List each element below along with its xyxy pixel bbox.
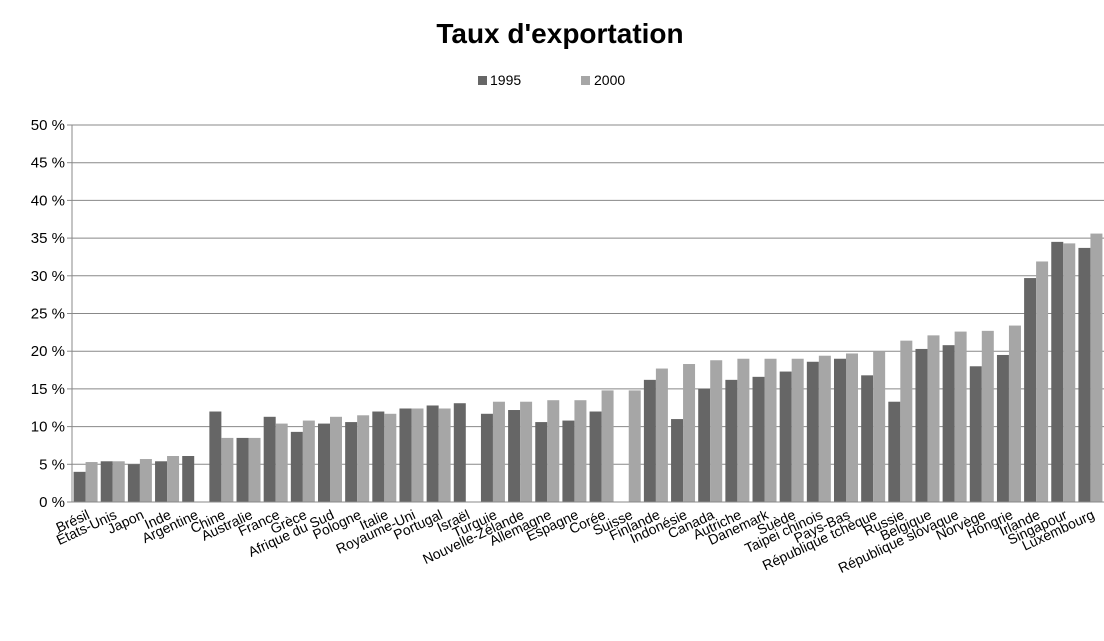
x-axis-ticks: BrésilÉtats-UnisJaponIndeArgentineChineA…	[53, 506, 1096, 576]
bar-2000	[683, 364, 696, 502]
bar-1995	[942, 345, 955, 502]
y-tick-label: 40 %	[31, 192, 65, 209]
bar-2000	[411, 408, 424, 502]
bar-2000	[275, 423, 288, 502]
bar-2000	[248, 437, 261, 502]
bar-2000	[357, 415, 370, 502]
bar-1995	[698, 388, 711, 502]
bar-1995	[182, 456, 195, 502]
bar-1995	[1024, 278, 1037, 502]
bar-1995	[752, 376, 765, 502]
bar-1995	[480, 413, 493, 502]
bar-2000	[139, 459, 152, 502]
bar-1995	[996, 354, 1009, 502]
y-tick-label: 15 %	[31, 381, 65, 398]
bar-1995	[372, 411, 385, 502]
bar-2000	[873, 351, 886, 502]
bar-1995	[453, 403, 466, 502]
bar-2000	[981, 330, 994, 502]
bar-1995	[1051, 241, 1064, 502]
gridlines	[72, 124, 1104, 465]
bar-1995	[127, 464, 140, 502]
bar-2000	[1036, 261, 1049, 502]
bar-2000	[954, 331, 967, 502]
bar-1995	[861, 375, 874, 502]
bars	[73, 233, 1103, 503]
bar-1995	[508, 410, 521, 502]
legend-swatch-1995	[478, 76, 487, 85]
bar-2000	[302, 420, 315, 502]
y-tick-label: 0 %	[39, 494, 65, 511]
y-axis-ticks: 0 % 5 % 10 % 15 % 20 % 25 % 30 % 35 % 40 % 45 % 50…	[31, 117, 72, 511]
bar-2000	[547, 400, 560, 502]
bar-1995	[562, 420, 575, 502]
bar-2000	[1063, 243, 1076, 503]
bar-1995	[589, 411, 602, 502]
bar-1995	[1078, 247, 1091, 502]
bar-1995	[725, 379, 738, 502]
bar-1995	[155, 461, 168, 502]
y-tick-label: 10 %	[31, 419, 65, 436]
y-tick-label: 45 %	[31, 155, 65, 172]
bar-1995	[834, 358, 846, 502]
legend-label-1995: 1995	[490, 72, 521, 88]
bar-1995	[888, 401, 901, 502]
y-tick-label: 25 %	[31, 306, 65, 323]
bar-2000	[818, 355, 831, 502]
bar-1995	[100, 461, 113, 502]
bar-2000	[112, 461, 125, 502]
bar-2000	[520, 401, 533, 502]
bar-2000	[655, 368, 668, 502]
bar-1995	[806, 361, 819, 502]
chart-title: Taux d'exportation	[436, 18, 683, 49]
bar-1995	[969, 366, 982, 502]
bar-2000	[764, 358, 777, 502]
y-tick-label: 30 %	[31, 268, 65, 285]
bar-2000	[927, 335, 940, 502]
bar-1995	[345, 422, 358, 502]
bar-1995	[73, 471, 86, 502]
bar-1995	[671, 419, 684, 502]
bar-2000	[710, 360, 723, 502]
bar-2000	[737, 358, 750, 502]
bar-1995	[535, 422, 548, 502]
bar-2000	[1090, 233, 1103, 503]
y-tick-label: 50 %	[31, 117, 65, 134]
bar-1995	[263, 416, 276, 502]
bar-1995	[915, 348, 928, 502]
y-tick-label: 5 %	[39, 456, 65, 473]
bar-2000	[167, 456, 180, 502]
bar-2000	[574, 400, 587, 502]
bar-2000	[384, 413, 397, 502]
bar-1995	[643, 379, 656, 502]
bar-2000	[791, 358, 804, 502]
bar-2000	[846, 353, 858, 502]
bar-1995	[290, 431, 303, 502]
bar-1995	[209, 411, 222, 502]
bar-2000	[330, 416, 342, 502]
bar-2000	[221, 437, 234, 502]
bar-1995	[399, 408, 412, 502]
legend: 1995 2000	[478, 72, 625, 88]
legend-label-2000: 2000	[594, 72, 625, 88]
bar-1995	[779, 371, 792, 502]
y-tick-label: 20 %	[31, 343, 65, 360]
bar-1995	[318, 423, 330, 502]
bar-2000	[85, 462, 98, 502]
bar-2000	[492, 401, 505, 502]
bar-2000	[1008, 325, 1021, 502]
bar-2000	[628, 390, 641, 502]
bar-2000	[601, 390, 614, 502]
legend-swatch-2000	[581, 76, 590, 85]
bar-2000	[438, 408, 451, 502]
bar-1995	[236, 437, 249, 502]
bar-1995	[426, 405, 439, 502]
bar-2000	[900, 340, 913, 502]
y-tick-label: 35 %	[31, 230, 65, 247]
